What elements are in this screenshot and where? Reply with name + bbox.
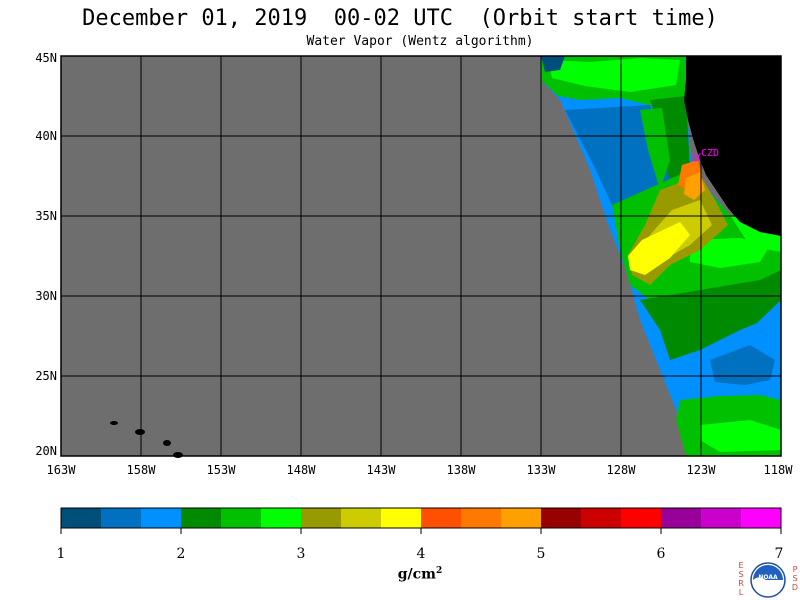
lon-label: 133W: [527, 463, 557, 477]
logo-text: NOAA: [758, 574, 778, 581]
logo-letter: P: [793, 565, 798, 574]
logo-letter: S: [792, 574, 797, 583]
colorbar-tick-label: 6: [657, 546, 666, 562]
colorbar: [60, 507, 782, 529]
lon-label: 123W: [687, 463, 717, 477]
colorbar-swatch: [541, 508, 582, 528]
colorbar-tick-label: 3: [297, 546, 306, 562]
colorbar-swatch: [381, 508, 422, 528]
colorbar-swatch: [221, 508, 262, 528]
lon-label: 118W: [764, 463, 794, 477]
lat-label: 25N: [35, 369, 57, 383]
lat-label: 20N: [35, 444, 57, 458]
colorbar-tick-label: 2: [177, 546, 186, 562]
logo-letter: E: [738, 561, 743, 570]
lon-label: 128W: [607, 463, 637, 477]
lon-label: 158W: [127, 463, 157, 477]
map-frame: [60, 55, 782, 457]
logo-letter: S: [738, 570, 743, 579]
colorbar-swatch: [461, 508, 502, 528]
land-mass: [684, 56, 781, 236]
colorbar-swatch: [741, 508, 782, 528]
colorbar-swatch: [101, 508, 142, 528]
logo-letter: L: [739, 588, 744, 597]
colorbar-unit: g/cm2: [397, 566, 443, 583]
colorbar-swatch: [621, 508, 662, 528]
colorbar-swatch: [141, 508, 182, 528]
logo-letter: D: [792, 583, 798, 592]
lon-label: 153W: [207, 463, 237, 477]
noaa-logo: E S R L P S D NOAA: [738, 561, 798, 598]
logo-letter: R: [738, 579, 744, 588]
colorbar-tick-label: 7: [775, 546, 784, 562]
lat-label: 40N: [35, 129, 57, 143]
station-marker-czd: CZD: [692, 148, 719, 162]
colorbar-ticks: [60, 528, 782, 534]
lon-label: 148W: [287, 463, 317, 477]
latitude-labels: 45N 40N 35N 30N 25N 20N: [35, 51, 57, 458]
longitude-labels: 163W 158W 153W 148W 143W 138W 133W 128W …: [47, 463, 794, 477]
colorbar-swatch: [701, 508, 742, 528]
lon-label: 138W: [447, 463, 477, 477]
satellite-swath: [541, 56, 781, 456]
lon-label: 143W: [367, 463, 397, 477]
colorbar-swatch: [501, 508, 542, 528]
grid-lines: [61, 56, 781, 456]
colorbar-swatch: [581, 508, 622, 528]
station-label: CZD: [701, 148, 719, 159]
colorbar-tick-label: 1: [57, 546, 66, 562]
map-title: December 01, 2019 00-02 UTC (Orbit start…: [82, 6, 718, 31]
lat-label: 45N: [35, 51, 57, 65]
colorbar-swatch: [181, 508, 222, 528]
colorbar-swatch: [341, 508, 382, 528]
lat-label: 35N: [35, 209, 57, 223]
colorbar-swatch: [61, 508, 102, 528]
colorbar-tick-labels: 1 2 3 4 5 6 7: [57, 546, 784, 562]
map-subtitle: Water Vapor (Wentz algorithm): [306, 34, 534, 49]
colorbar-swatch: [421, 508, 462, 528]
lat-label: 30N: [35, 289, 57, 303]
colorbar-swatch: [661, 508, 702, 528]
lon-label: 163W: [47, 463, 77, 477]
colorbar-tick-label: 5: [537, 546, 546, 562]
colorbar-swatch: [261, 508, 302, 528]
colorbar-tick-label: 4: [417, 546, 426, 562]
colorbar-swatch: [301, 508, 342, 528]
